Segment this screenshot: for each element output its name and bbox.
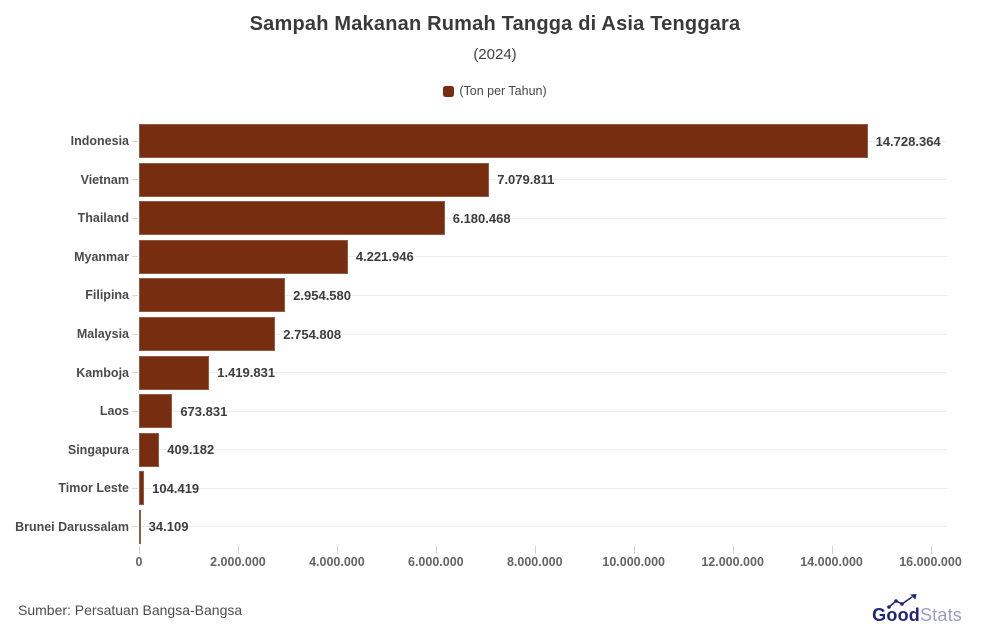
chart-title: Sampah Makanan Rumah Tangga di Asia Teng…: [249, 13, 741, 35]
bar-myanmar: [139, 239, 348, 274]
x-tick-label: 8.000.000: [506, 555, 563, 569]
value-label: 2.754.808: [283, 326, 342, 342]
category-label: Indonesia: [70, 134, 129, 149]
legend: (Ton per Tahun): [0, 83, 990, 99]
legend-swatch-icon: [443, 85, 455, 97]
x-tick: [732, 546, 734, 554]
bar-vietnam: [139, 162, 490, 197]
plot-area: 14.728.364 7.079.811 6.180.468 4.221.946 2.9…: [139, 122, 947, 546]
bar-filipina: [139, 278, 286, 313]
x-tick-label: 10.000.000: [602, 555, 665, 569]
value-label: 673.831: [180, 403, 228, 419]
x-tick-label: 16.000.000: [899, 555, 962, 569]
value-label: 7.079.811: [497, 172, 555, 188]
category-label: Malaysia: [76, 327, 129, 341]
x-tick: [633, 546, 635, 554]
brand-good: Good: [872, 605, 920, 625]
y-tick: [132, 217, 138, 219]
value-label: 34.109: [148, 519, 189, 535]
bar-singapura: [139, 432, 160, 467]
gridline: [139, 179, 947, 181]
x-tick: [930, 546, 932, 554]
y-tick: [132, 256, 138, 258]
goodstats-logo: GoodStats: [872, 594, 962, 629]
category-label: Singapura: [67, 442, 129, 457]
legend-label: (Ton per Tahun): [459, 84, 547, 98]
x-tick: [435, 546, 437, 554]
value-label: 14.728.364: [875, 133, 941, 149]
x-tick-label: 4.000.000: [309, 555, 365, 569]
y-tick: [132, 333, 138, 335]
category-label: Kamboja: [76, 365, 129, 380]
bar-indonesia: [139, 124, 868, 159]
category-label: Timor Leste: [58, 481, 129, 496]
source-note: Sumber: Persatuan Bangsa-Bangsa: [18, 602, 243, 618]
brand-stats: Stats: [919, 605, 962, 625]
y-tick: [132, 449, 138, 451]
trend-arrow-icon: [887, 594, 917, 609]
y-tick: [132, 179, 138, 181]
gridline: [139, 256, 947, 258]
category-label: Myanmar: [74, 249, 129, 264]
y-tick: [132, 487, 138, 489]
x-tick-label: 2.000.000: [210, 555, 266, 569]
bar-thailand: [139, 201, 445, 236]
x-tick: [534, 546, 536, 554]
gridline: [139, 449, 947, 451]
gridline: [139, 372, 947, 374]
gridline: [139, 410, 947, 412]
bar-malaysia: [139, 317, 276, 351]
category-label: Brunei Darussalam: [15, 519, 129, 534]
value-label: 4.221.946: [355, 249, 414, 265]
x-tick: [139, 546, 140, 554]
value-label: 6.180.468: [452, 210, 511, 226]
y-tick: [132, 294, 138, 296]
value-label: 104.419: [152, 480, 200, 496]
category-label: Vietnam: [80, 172, 129, 187]
y-tick: [132, 526, 138, 528]
category-label: Thailand: [77, 211, 129, 226]
gridline: [139, 294, 947, 296]
gridline: [139, 333, 947, 335]
gridline: [139, 217, 947, 219]
x-tick-label: 12.000.000: [701, 555, 764, 569]
y-tick: [132, 140, 138, 142]
value-label: 1.419.831: [217, 365, 276, 381]
x-tick-label: 0: [135, 555, 143, 569]
x-tick: [237, 546, 239, 554]
bar-brunei-darussalam: [139, 509, 141, 544]
x-tick-label: 14.000.000: [800, 555, 863, 569]
bar-laos: [139, 394, 173, 429]
category-label: Laos: [99, 404, 129, 419]
chart-subtitle: (2024): [473, 46, 517, 63]
value-label: 409.182: [167, 442, 215, 458]
x-tick: [336, 546, 338, 554]
gridline: [139, 487, 947, 489]
y-tick: [132, 410, 138, 412]
bar-timor-leste: [139, 471, 145, 506]
x-tick-label: 6.000.000: [408, 555, 464, 569]
bar-kamboja: [139, 355, 210, 390]
gridline: [139, 526, 947, 528]
value-label: 2.954.580: [293, 287, 351, 303]
x-tick: [831, 546, 833, 554]
category-label: Filipina: [85, 288, 129, 303]
y-tick: [132, 372, 138, 374]
